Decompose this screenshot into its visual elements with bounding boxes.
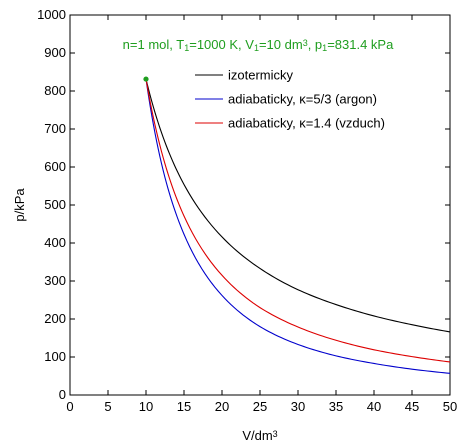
x-tick-label: 0	[66, 399, 73, 414]
series-line-1	[145, 78, 451, 374]
x-tick-label: 30	[291, 399, 305, 414]
y-axis-label: p/kPa	[12, 188, 27, 222]
series-lines	[145, 78, 451, 374]
y-tick-label: 600	[44, 159, 66, 174]
y-tick-label: 300	[44, 273, 66, 288]
x-tick-label: 40	[367, 399, 381, 414]
y-tick-label: 700	[44, 121, 66, 136]
series-line-0	[145, 78, 451, 333]
legend-label: izotermicky	[228, 68, 294, 83]
legend-label: adiabaticky, κ=5/3 (argon)	[228, 92, 377, 107]
axis-ticks: 0 5 10 15 20 25 30 35 40 45 5001002003004005006007…	[37, 7, 457, 414]
x-tick-label: 35	[329, 399, 343, 414]
points	[143, 76, 149, 82]
x-tick-label: 45	[405, 399, 419, 414]
initial-point	[143, 76, 149, 82]
y-tick-label: 800	[44, 83, 66, 98]
x-axis-label: V/dm3	[242, 428, 277, 443]
x-tick-label: 15	[177, 399, 191, 414]
y-tick-label: 1000	[37, 7, 66, 22]
y-tick-label: 200	[44, 311, 66, 326]
series-line-2	[145, 78, 451, 363]
x-tick-label: 25	[253, 399, 267, 414]
chart-annotation: n=1 mol, T1=1000 K, V1=10 dm3, p1=831.4 …	[123, 37, 394, 53]
legend-label: adiabaticky, κ=1.4 (vzduch)	[228, 116, 385, 131]
y-tick-label: 100	[44, 349, 66, 364]
x-tick-label: 20	[215, 399, 229, 414]
x-tick-label: 5	[104, 399, 111, 414]
x-tick-label: 10	[139, 399, 153, 414]
y-tick-label: 0	[59, 387, 66, 402]
y-tick-label: 900	[44, 45, 66, 60]
y-tick-label: 400	[44, 235, 66, 250]
legend: izotermicky adiabaticky, κ=5/3 (argon) adi…	[195, 68, 385, 131]
x-tick-label: 50	[443, 399, 457, 414]
y-tick-label: 500	[44, 197, 66, 212]
